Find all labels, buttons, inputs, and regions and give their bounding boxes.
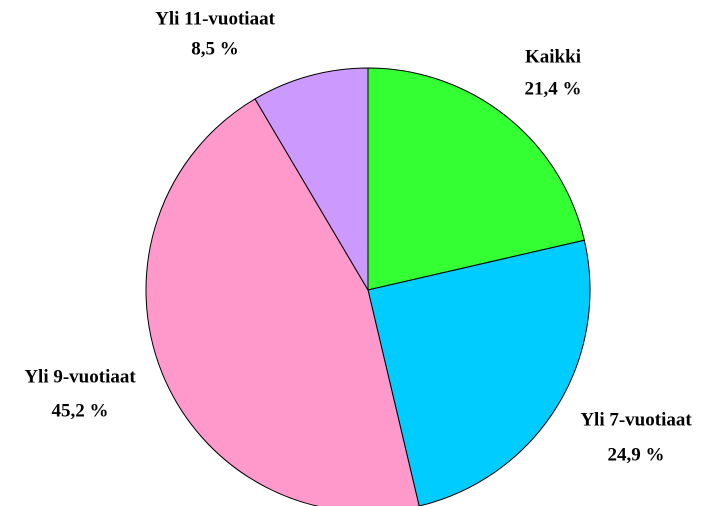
slice-label: Yli 11-vuotiaat [155,8,275,29]
slice-label: Kaikki [525,46,581,67]
pie-slice [254,67,369,292]
slice-label: Yli 9-vuotiaat [24,366,136,387]
pie-slice [367,67,585,291]
pie-slice [145,98,420,506]
slice-label: Yli 7-vuotiaat [580,409,692,430]
slice-value-label: 8,5 % [191,38,239,59]
pie-slice [367,239,591,506]
slice-value-label: 24,9 % [608,444,665,465]
slice-value-label: 21,4 % [525,78,582,99]
slice-value-label: 45,2 % [52,400,109,421]
